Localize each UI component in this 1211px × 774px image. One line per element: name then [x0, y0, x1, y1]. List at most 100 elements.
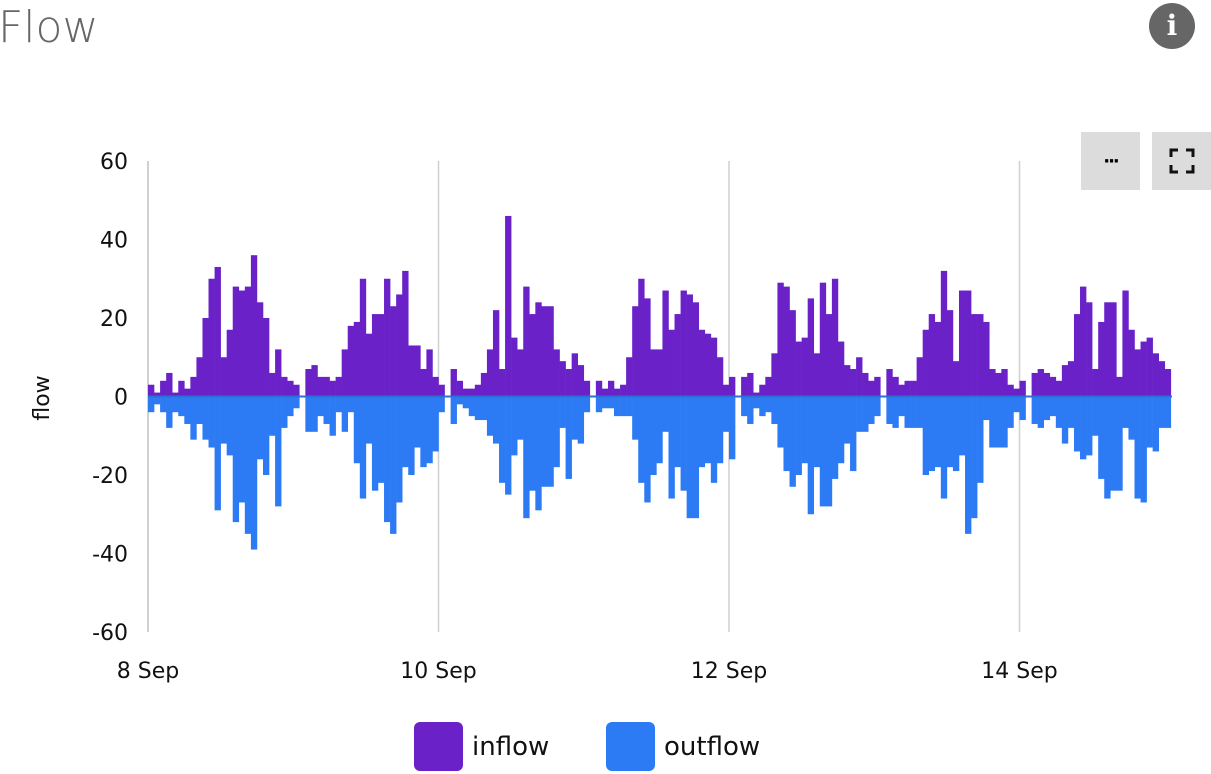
bar-outflow — [359, 396, 367, 499]
fullscreen-button[interactable] — [1152, 132, 1211, 190]
bar-inflow — [1098, 321, 1105, 397]
bar-outflow — [747, 396, 754, 424]
bar-outflow — [172, 396, 179, 413]
bar-inflow — [632, 306, 639, 397]
bar-outflow — [499, 396, 506, 483]
bar-inflow — [1092, 369, 1099, 397]
bar-outflow — [371, 396, 379, 491]
bar-inflow — [1122, 290, 1129, 397]
bar-outflow — [831, 396, 839, 479]
bar-inflow — [626, 357, 633, 397]
bar-outflow — [668, 396, 675, 499]
bar-inflow — [868, 380, 875, 397]
bar-inflow — [1152, 353, 1159, 397]
bar-inflow — [1158, 361, 1166, 397]
bar-outflow — [946, 396, 954, 468]
bar-inflow — [1055, 380, 1063, 397]
bar-inflow — [384, 278, 391, 397]
bar-outflow — [396, 396, 403, 503]
bar-inflow — [244, 286, 252, 397]
bar-inflow — [269, 372, 276, 397]
bar-outflow — [474, 396, 482, 421]
x-axis: 8 Sep 10 Sep 12 Sep 14 Sep — [117, 659, 1058, 684]
bar-inflow — [184, 388, 191, 397]
bar-inflow — [256, 302, 264, 397]
bar-outflow — [462, 396, 470, 409]
bar-outflow — [934, 396, 942, 468]
bar-outflow — [753, 396, 760, 409]
bar-outflow — [420, 396, 427, 468]
y-axis: 60 40 20 0 -20 -40 -60 — [92, 150, 128, 646]
bar-inflow — [1110, 302, 1117, 397]
bar-inflow — [765, 376, 772, 397]
bar-inflow — [710, 337, 718, 397]
bar-inflow — [347, 325, 355, 397]
bar-inflow — [414, 345, 421, 397]
bar-inflow — [262, 318, 270, 397]
chart-menu-button[interactable]: ··· — [1081, 132, 1140, 190]
bar-outflow — [377, 396, 385, 483]
bar-inflow — [1086, 302, 1093, 397]
bar-inflow — [281, 376, 288, 397]
bar-inflow — [208, 278, 215, 397]
bar-outflow — [989, 396, 996, 448]
y-tick-label: 20 — [100, 307, 128, 332]
bar-outflow — [565, 396, 572, 479]
bar-outflow — [856, 396, 863, 432]
bar-outflow — [269, 396, 276, 436]
bar-inflow — [420, 369, 427, 397]
bar-inflow — [226, 329, 234, 397]
bar-outflow — [160, 396, 167, 413]
bar-outflow — [910, 396, 917, 428]
bar-inflow — [238, 290, 246, 397]
bar-outflow — [1007, 396, 1014, 428]
bar-outflow — [390, 396, 397, 534]
bar-outflow — [868, 396, 875, 424]
bar-inflow — [607, 380, 615, 397]
bar-outflow — [741, 396, 748, 417]
bar-inflow — [499, 369, 506, 397]
bar-inflow — [468, 388, 476, 397]
bar-inflow — [335, 376, 342, 397]
bar-inflow — [910, 380, 917, 397]
bar-outflow — [335, 396, 342, 413]
bar-outflow — [965, 396, 972, 534]
bar-outflow — [1073, 396, 1081, 452]
bar-outflow — [1104, 396, 1111, 499]
bar-inflow — [172, 392, 179, 397]
bar-outflow — [940, 396, 948, 499]
bar-outflow — [1001, 396, 1008, 448]
bar-outflow — [916, 396, 923, 428]
bar-outflow — [432, 396, 439, 452]
bar-outflow — [275, 396, 282, 507]
bar-inflow — [511, 337, 518, 397]
bar-outflow — [505, 396, 512, 495]
bar-inflow — [402, 270, 409, 397]
info-icon[interactable]: i — [1149, 3, 1195, 49]
bar-outflow — [620, 396, 627, 417]
bar-inflow — [595, 380, 603, 397]
bar-inflow — [668, 329, 675, 397]
more-horizontal-icon: ··· — [1103, 150, 1119, 172]
bar-inflow — [565, 369, 572, 397]
y-tick-label: 40 — [100, 229, 128, 254]
legend-label: outflow — [664, 731, 761, 762]
bar-inflow — [692, 302, 700, 397]
bar-outflow — [1086, 396, 1093, 456]
legend-item-inflow[interactable]: inflow — [414, 722, 549, 771]
legend-item-outflow[interactable]: outflow — [606, 722, 760, 771]
bar-outflow — [414, 396, 421, 448]
bar-inflow — [898, 384, 905, 397]
bar-outflow — [293, 396, 300, 409]
bar-outflow — [729, 396, 736, 460]
bar-outflow — [1013, 396, 1020, 413]
bar-outflow — [408, 396, 415, 475]
bar-outflow — [958, 396, 966, 456]
bar-outflow — [517, 396, 524, 440]
bar-inflow — [535, 302, 542, 397]
bar-inflow — [154, 392, 161, 397]
bar-outflow — [456, 396, 464, 405]
bar-inflow — [541, 306, 548, 397]
bar-inflow — [341, 349, 349, 397]
bar-outflow — [384, 396, 391, 523]
